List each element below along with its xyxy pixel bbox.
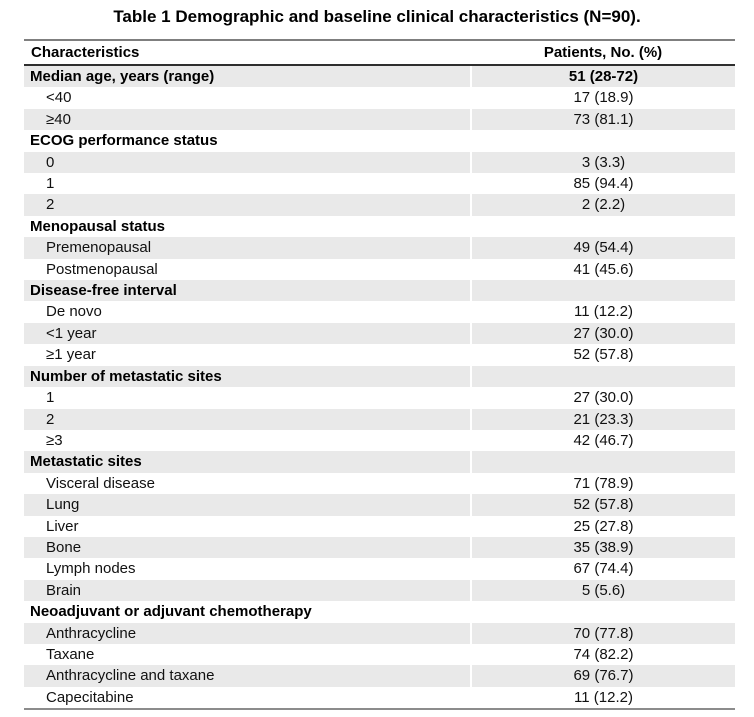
characteristic-cell: 2 bbox=[24, 194, 472, 216]
value-cell bbox=[471, 216, 735, 237]
table-row: <1 year 27 (30.0) bbox=[24, 322, 735, 345]
value-cell: 27 (30.0) bbox=[573, 389, 634, 407]
characteristic-cell: 1 bbox=[24, 387, 472, 409]
value-cell: 52 (57.8) bbox=[573, 346, 634, 364]
table-title: Table 1 Demographic and baseline clinica… bbox=[113, 7, 641, 26]
value-cell: 17 (18.9) bbox=[573, 89, 634, 107]
characteristic-cell: Neoadjuvant or adjuvant chemotherapy bbox=[24, 601, 472, 623]
value-cell: 49 (54.4) bbox=[471, 237, 735, 259]
table-row: Bone 35 (38.9) bbox=[24, 536, 735, 559]
characteristic-cell: Anthracycline bbox=[24, 622, 472, 644]
value-cell: 25 (27.8) bbox=[573, 517, 634, 535]
table-row: Taxane 74 (82.2) bbox=[24, 643, 735, 666]
value-cell: 70 (77.8) bbox=[471, 622, 735, 644]
characteristic-cell: Brain bbox=[24, 579, 472, 602]
characteristic-cell: 1 bbox=[24, 173, 472, 195]
table-row: ≥3 42 (46.7) bbox=[24, 429, 735, 452]
value-cell: 74 (82.2) bbox=[573, 645, 634, 663]
table-row: ≥40 73 (81.1) bbox=[24, 108, 735, 131]
table-row: 1 85 (94.4) bbox=[24, 173, 735, 195]
table-body: Median age, years (range) 51 (28-72) <40 17… bbox=[24, 65, 735, 711]
value-cell: 27 (30.0) bbox=[471, 322, 735, 345]
table-row: Capecitabine 11 (12.2) bbox=[24, 686, 735, 711]
characteristic-cell: Lung bbox=[24, 494, 472, 516]
value-cell: 71 (78.9) bbox=[573, 474, 634, 492]
characteristic-cell: 0 bbox=[24, 151, 472, 174]
characteristic-cell: Median age, years (range) bbox=[24, 65, 472, 88]
characteristic-cell: Number of metastatic sites bbox=[24, 365, 472, 388]
characteristic-cell: Postmenopausal bbox=[24, 258, 472, 281]
table-row: Anthracycline and taxane 69 (76.7) bbox=[24, 665, 735, 687]
table-row: Brain 5 (5.6) bbox=[24, 579, 735, 602]
characteristic-cell: 2 bbox=[24, 408, 472, 430]
table-row: Lung 52 (57.8) bbox=[24, 494, 735, 516]
value-cell: 21 (23.3) bbox=[471, 408, 735, 430]
table-row: 2 21 (23.3) bbox=[24, 408, 735, 430]
value-cell: 51 (28-72) bbox=[471, 65, 735, 88]
value-cell: 11 (12.2) bbox=[471, 686, 735, 711]
value-cell bbox=[471, 130, 735, 151]
table-row: Median age, years (range) 51 (28-72) bbox=[24, 65, 735, 88]
characteristic-cell: Lymph nodes bbox=[24, 558, 472, 580]
table-row: De novo 11 (12.2) bbox=[24, 301, 735, 323]
characteristic-cell: Anthracycline and taxane bbox=[24, 665, 472, 687]
characteristic-cell: ≥1 year bbox=[24, 344, 472, 366]
value-cell: 5 (5.6) bbox=[471, 579, 735, 602]
value-cell: 52 (57.8) bbox=[471, 494, 735, 516]
characteristic-cell: ≥40 bbox=[24, 108, 472, 131]
table-row: <40 17 (18.9) bbox=[24, 87, 735, 109]
table-row: Liver 25 (27.8) bbox=[24, 515, 735, 537]
table-row: Neoadjuvant or adjuvant chemotherapy bbox=[24, 601, 735, 623]
value-cell: 41 (45.6) bbox=[573, 260, 634, 278]
table-row: Postmenopausal 41 (45.6) bbox=[24, 258, 735, 281]
value-cell: 69 (76.7) bbox=[471, 665, 735, 687]
characteristic-cell: <40 bbox=[24, 87, 472, 109]
table-row: Metastatic sites bbox=[24, 451, 735, 473]
characteristics-table: Characteristics Patients, No. (%) Median… bbox=[24, 39, 735, 711]
table-row: Lymph nodes 67 (74.4) bbox=[24, 558, 735, 580]
value-cell: 2 (2.2) bbox=[471, 194, 735, 216]
characteristic-cell: Menopausal status bbox=[24, 215, 472, 238]
value-cell: 73 (81.1) bbox=[471, 108, 735, 131]
value-cell: 11 (12.2) bbox=[574, 303, 633, 321]
table-row: Menopausal status bbox=[24, 215, 735, 238]
table-row: ECOG performance status bbox=[24, 130, 735, 152]
characteristic-cell: Visceral disease bbox=[24, 472, 472, 495]
value-cell: 67 (74.4) bbox=[573, 560, 634, 578]
characteristic-cell: <1 year bbox=[24, 322, 472, 345]
table-row: Premenopausal 49 (54.4) bbox=[24, 237, 735, 259]
characteristic-cell: Metastatic sites bbox=[24, 451, 472, 473]
characteristic-cell: ECOG performance status bbox=[24, 130, 472, 152]
characteristic-cell: Bone bbox=[24, 536, 472, 559]
table-row: ≥1 year 52 (57.8) bbox=[24, 344, 735, 366]
table-row: Anthracycline 70 (77.8) bbox=[24, 622, 735, 644]
value-cell bbox=[471, 601, 735, 622]
value-cell bbox=[471, 280, 735, 302]
table-row: 1 27 (30.0) bbox=[24, 387, 735, 409]
characteristic-cell: Taxane bbox=[24, 643, 472, 666]
table-row: Visceral disease 71 (78.9) bbox=[24, 472, 735, 495]
characteristic-cell: Liver bbox=[24, 515, 472, 537]
value-cell bbox=[471, 365, 735, 388]
table-header-row: Characteristics Patients, No. (%) bbox=[24, 39, 735, 66]
table-row: Number of metastatic sites bbox=[24, 365, 735, 388]
characteristic-cell: ≥3 bbox=[24, 429, 472, 452]
value-cell: 85 (94.4) bbox=[573, 175, 634, 193]
value-cell: 3 (3.3) bbox=[471, 151, 735, 174]
table-row: Disease-free interval bbox=[24, 280, 735, 302]
value-cell: 35 (38.9) bbox=[471, 536, 735, 559]
value-cell: 42 (46.7) bbox=[573, 431, 634, 449]
characteristic-cell: Premenopausal bbox=[24, 237, 472, 259]
characteristic-cell: Disease-free interval bbox=[24, 280, 472, 302]
column-header-characteristics: Characteristics bbox=[24, 39, 471, 66]
column-header-patients: Patients, No. (%) bbox=[471, 39, 735, 66]
characteristic-cell: Capecitabine bbox=[24, 686, 472, 711]
value-cell bbox=[471, 451, 735, 473]
characteristic-cell: De novo bbox=[24, 301, 472, 323]
